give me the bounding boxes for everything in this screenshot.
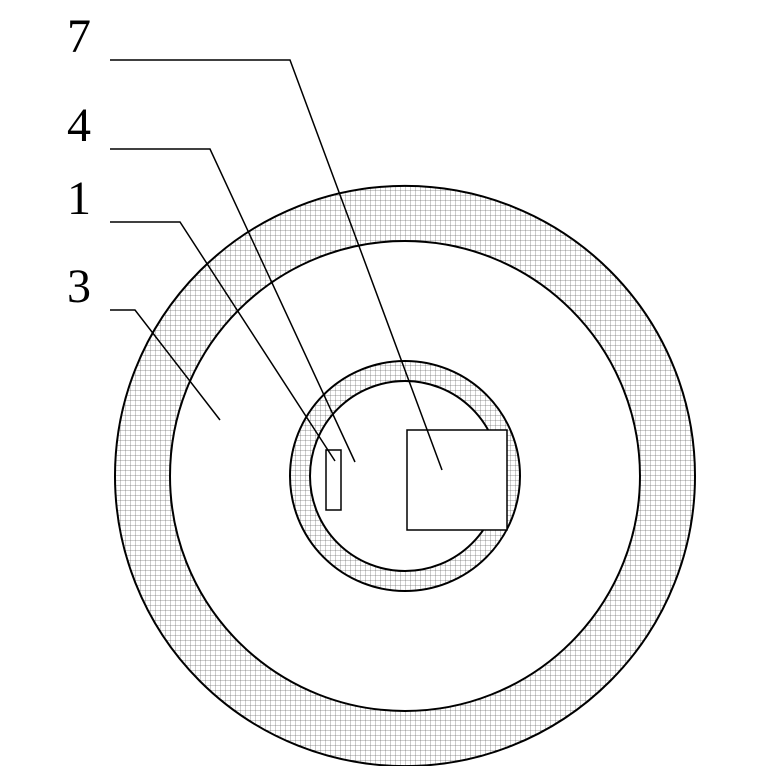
callout-label-1: 1 <box>67 172 91 225</box>
callout-label-4: 4 <box>67 99 91 152</box>
callout-label-3: 3 <box>67 260 91 313</box>
center-square <box>407 430 507 530</box>
outer-ring <box>115 186 695 766</box>
callout-label-7: 7 <box>67 10 91 63</box>
diagram-canvas: 7 4 1 3 <box>0 0 758 766</box>
